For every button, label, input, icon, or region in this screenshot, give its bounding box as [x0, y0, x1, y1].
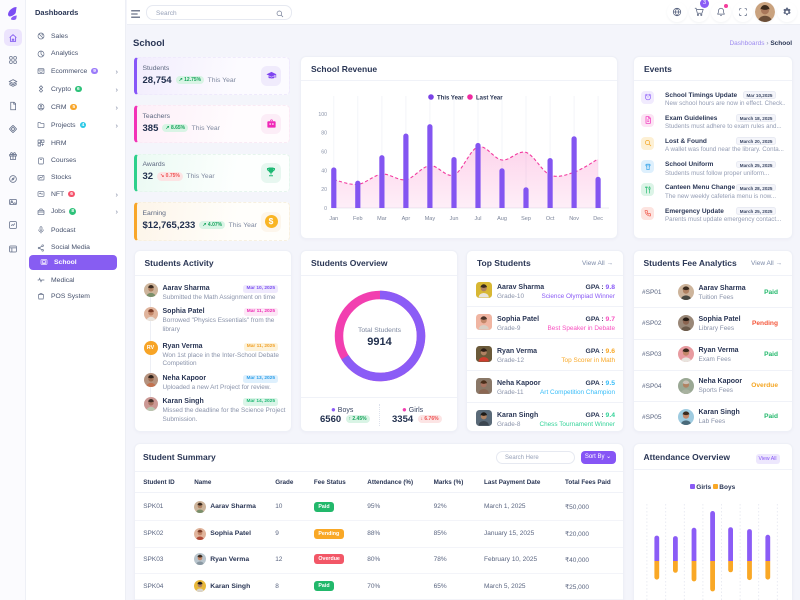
svg-text:60: 60 — [321, 150, 327, 156]
svg-text:May: May — [425, 216, 436, 222]
svg-text:Aug: Aug — [497, 216, 507, 222]
svg-text:80: 80 — [321, 131, 327, 137]
svg-text:Oct: Oct — [546, 216, 555, 222]
svg-text:Jan: Jan — [329, 216, 338, 222]
svg-text:40: 40 — [321, 168, 327, 174]
svg-text:Jun: Jun — [450, 216, 459, 222]
svg-text:Last Year: Last Year — [476, 95, 503, 101]
svg-text:20: 20 — [321, 187, 327, 193]
svg-text:100: 100 — [318, 112, 327, 118]
svg-text:Apr: Apr — [402, 216, 411, 222]
svg-text:Mar: Mar — [377, 216, 387, 222]
svg-text:This Year: This Year — [437, 95, 464, 101]
svg-text:Feb: Feb — [353, 216, 362, 222]
svg-text:Sep: Sep — [521, 216, 531, 222]
svg-text:Nov: Nov — [569, 216, 579, 222]
svg-text:Jul: Jul — [474, 216, 481, 222]
svg-text:0: 0 — [324, 206, 327, 212]
svg-text:Dec: Dec — [593, 216, 603, 222]
